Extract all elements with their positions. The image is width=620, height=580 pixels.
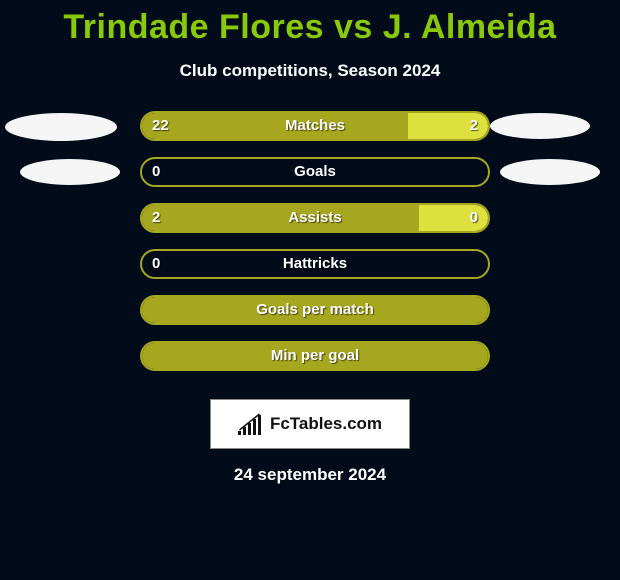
page-title: Trindade Flores vs J. Almeida [0, 0, 620, 47]
stat-bar-track [140, 249, 490, 279]
stat-row: Assists20 [0, 203, 620, 249]
stats-comparison-card: Trindade Flores vs J. Almeida Club compe… [0, 0, 620, 580]
stat-bar-left [142, 343, 488, 369]
stat-bar-right [419, 205, 488, 231]
stat-row: Hattricks0 [0, 249, 620, 295]
stat-row: Matches222 [0, 111, 620, 157]
stat-bar-left [142, 113, 408, 139]
stat-bar-right [408, 113, 488, 139]
stat-bar-track [140, 157, 490, 187]
logo-box: FcTables.com [210, 399, 410, 449]
logo-bars-icon [238, 413, 264, 435]
stat-bar-track [140, 295, 490, 325]
player-marker-right [500, 159, 600, 185]
player-marker-left [20, 159, 120, 185]
stat-bar-track [140, 203, 490, 233]
stat-row: Min per goal [0, 341, 620, 387]
stat-row: Goals0 [0, 157, 620, 203]
footer-date: 24 september 2024 [0, 465, 620, 485]
stat-bar-left [142, 297, 488, 323]
logo-text: FcTables.com [270, 414, 382, 434]
stat-bar-left [142, 205, 419, 231]
stat-bar-track [140, 111, 490, 141]
subtitle: Club competitions, Season 2024 [0, 61, 620, 81]
stat-row: Goals per match [0, 295, 620, 341]
player-marker-left [5, 113, 117, 141]
stat-rows: Matches222Goals0Assists20Hattricks0Goals… [0, 111, 620, 387]
stat-bar-track [140, 341, 490, 371]
player-marker-right [490, 113, 590, 139]
